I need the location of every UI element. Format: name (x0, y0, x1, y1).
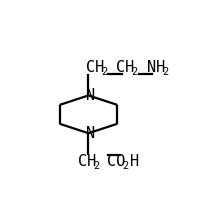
Text: 2: 2 (94, 161, 100, 171)
Text: CH: CH (117, 60, 135, 75)
Text: CH: CH (78, 154, 97, 169)
Text: N: N (86, 126, 95, 141)
Text: CH: CH (86, 60, 104, 75)
Text: 2: 2 (162, 67, 168, 77)
Text: H: H (130, 154, 140, 169)
Text: 2: 2 (101, 67, 107, 77)
Text: NH: NH (147, 60, 165, 75)
Text: N: N (86, 88, 95, 103)
Text: 2: 2 (123, 161, 129, 171)
Text: CO: CO (108, 154, 126, 169)
Text: 2: 2 (132, 67, 138, 77)
